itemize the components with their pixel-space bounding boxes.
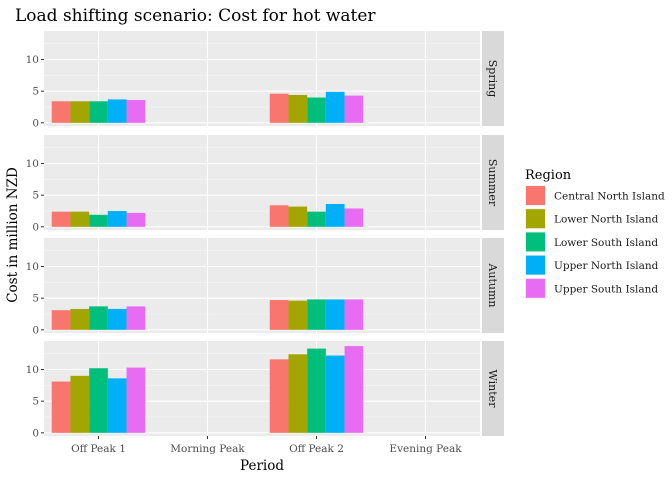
bar-summer-off-peak-2-lower-south-island bbox=[307, 211, 326, 227]
facet-label: Winter bbox=[486, 370, 499, 409]
bar-winter-off-peak-2-central-north-island bbox=[269, 359, 289, 433]
x-axis-label: Period bbox=[240, 458, 284, 474]
facet-label: Summer bbox=[486, 159, 499, 207]
bar-winter-off-peak-1-lower-south-island bbox=[89, 368, 108, 433]
bar-summer-off-peak-2-central-north-island bbox=[269, 205, 289, 227]
legend-label: Central North Island bbox=[554, 191, 665, 203]
legend-item-lower-north-island: Lower North Island bbox=[525, 208, 659, 230]
bar-winter-off-peak-2-lower-north-island bbox=[288, 354, 308, 433]
facet-label: Spring bbox=[486, 60, 499, 97]
facet-label: Autumn bbox=[486, 262, 499, 307]
legend: Region Central North Island Lower North I… bbox=[525, 168, 665, 299]
bar-spring-off-peak-2-central-north-island bbox=[269, 93, 289, 123]
chart-title: Load shifting scenario: Cost for hot wat… bbox=[15, 6, 376, 26]
x-tick-label: Evening Peak bbox=[389, 443, 462, 455]
panel-winter: 0 5 10 Winter bbox=[26, 341, 504, 439]
y-tick-label: 0 bbox=[32, 117, 39, 129]
bar-spring-off-peak-1-upper-south-island bbox=[126, 100, 146, 123]
bar-autumn-off-peak-2-upper-south-island bbox=[344, 299, 364, 330]
legend-key bbox=[526, 186, 545, 205]
y-tick-label: 5 bbox=[32, 396, 39, 408]
legend-key bbox=[526, 209, 545, 229]
y-tick-label: 10 bbox=[26, 54, 39, 66]
legend-key bbox=[526, 278, 545, 298]
legend-item-central-north-island: Central North Island bbox=[525, 185, 665, 206]
bar-spring-off-peak-2-lower-north-island bbox=[288, 94, 308, 123]
bar-winter-off-peak-1-upper-north-island bbox=[107, 378, 127, 433]
legend-title: Region bbox=[525, 168, 572, 183]
panel-spring: 0 5 10 Spring bbox=[26, 31, 504, 129]
bar-summer-off-peak-2-lower-north-island bbox=[288, 206, 308, 227]
y-tick-label: 10 bbox=[26, 261, 39, 273]
bar-spring-off-peak-1-upper-north-island bbox=[107, 99, 127, 123]
y-tick-label: 10 bbox=[26, 158, 39, 170]
bar-autumn-off-peak-2-central-north-island bbox=[269, 300, 289, 330]
x-tick-label: Morning Peak bbox=[170, 443, 245, 455]
bar-summer-off-peak-1-lower-north-island bbox=[70, 211, 90, 227]
bar-autumn-off-peak-1-lower-north-island bbox=[70, 308, 90, 330]
facet-strip bbox=[482, 238, 504, 333]
y-tick-label: 0 bbox=[32, 427, 39, 439]
y-tick-label: 5 bbox=[32, 86, 39, 98]
bar-summer-off-peak-1-upper-south-island bbox=[126, 212, 146, 227]
bar-autumn-off-peak-1-central-north-island bbox=[51, 310, 71, 330]
y-tick-label: 0 bbox=[32, 324, 39, 336]
bar-autumn-off-peak-2-lower-south-island bbox=[307, 299, 326, 330]
bar-winter-off-peak-1-central-north-island bbox=[51, 381, 71, 433]
bar-spring-off-peak-1-lower-south-island bbox=[89, 101, 108, 123]
legend-key bbox=[526, 255, 545, 275]
facet-strip bbox=[482, 341, 504, 436]
bar-summer-off-peak-2-upper-south-island bbox=[344, 208, 364, 227]
panel-autumn: 0 5 10 Autumn bbox=[26, 238, 504, 336]
bar-autumn-off-peak-1-lower-south-island bbox=[89, 306, 108, 330]
bar-winter-off-peak-1-upper-south-island bbox=[126, 367, 146, 433]
y-tick-label: 10 bbox=[26, 364, 39, 376]
legend-label: Upper South Island bbox=[554, 283, 658, 295]
bar-spring-off-peak-1-central-north-island bbox=[51, 101, 71, 123]
bar-winter-off-peak-2-upper-south-island bbox=[344, 346, 364, 433]
x-axis-ticks: Off Peak 1 Morning Peak Off Peak 2 Evening … bbox=[71, 436, 462, 455]
legend-label: Lower North Island bbox=[554, 214, 659, 226]
y-tick-label: 5 bbox=[32, 190, 39, 202]
bar-summer-off-peak-1-central-north-island bbox=[51, 211, 71, 227]
bar-winter-off-peak-1-lower-north-island bbox=[70, 375, 90, 433]
x-tick-label: Off Peak 2 bbox=[289, 443, 344, 455]
bar-spring-off-peak-2-upper-north-island bbox=[325, 91, 345, 123]
bar-autumn-off-peak-2-lower-north-island bbox=[288, 300, 308, 330]
y-tick-label: 5 bbox=[32, 293, 39, 305]
legend-key bbox=[526, 232, 545, 252]
bar-spring-off-peak-2-lower-south-island bbox=[307, 97, 326, 123]
bar-autumn-off-peak-1-upper-south-island bbox=[126, 306, 146, 330]
legend-item-lower-south-island: Lower South Island bbox=[525, 231, 658, 253]
facet-panels: 0 5 10 Spring 0 5 10 Summer 0 5 10 Autumn 0 5 10 Winter bbox=[26, 31, 504, 439]
bar-summer-off-peak-2-upper-north-island bbox=[325, 204, 345, 227]
y-axis-label: Cost in million NZD bbox=[5, 167, 21, 303]
facet-strip bbox=[482, 135, 504, 230]
legend-label: Lower South Island bbox=[554, 237, 658, 249]
x-tick-label: Off Peak 1 bbox=[71, 443, 126, 455]
legend-item-upper-north-island: Upper North Island bbox=[525, 254, 659, 276]
legend-item-upper-south-island: Upper South Island bbox=[525, 277, 658, 299]
bar-summer-off-peak-1-upper-north-island bbox=[107, 211, 127, 227]
bar-winter-off-peak-2-lower-south-island bbox=[307, 348, 326, 433]
legend-label: Upper North Island bbox=[554, 260, 659, 272]
bar-spring-off-peak-2-upper-south-island bbox=[344, 95, 364, 123]
y-tick-label: 0 bbox=[32, 221, 39, 233]
bar-autumn-off-peak-1-upper-north-island bbox=[107, 308, 127, 330]
panel-summer: 0 5 10 Summer bbox=[26, 135, 504, 233]
bar-autumn-off-peak-2-upper-north-island bbox=[325, 299, 345, 330]
bar-spring-off-peak-1-lower-north-island bbox=[70, 101, 90, 123]
facet-strip bbox=[482, 31, 504, 126]
bar-winter-off-peak-2-upper-north-island bbox=[325, 355, 345, 433]
bar-summer-off-peak-1-lower-south-island bbox=[89, 214, 108, 227]
